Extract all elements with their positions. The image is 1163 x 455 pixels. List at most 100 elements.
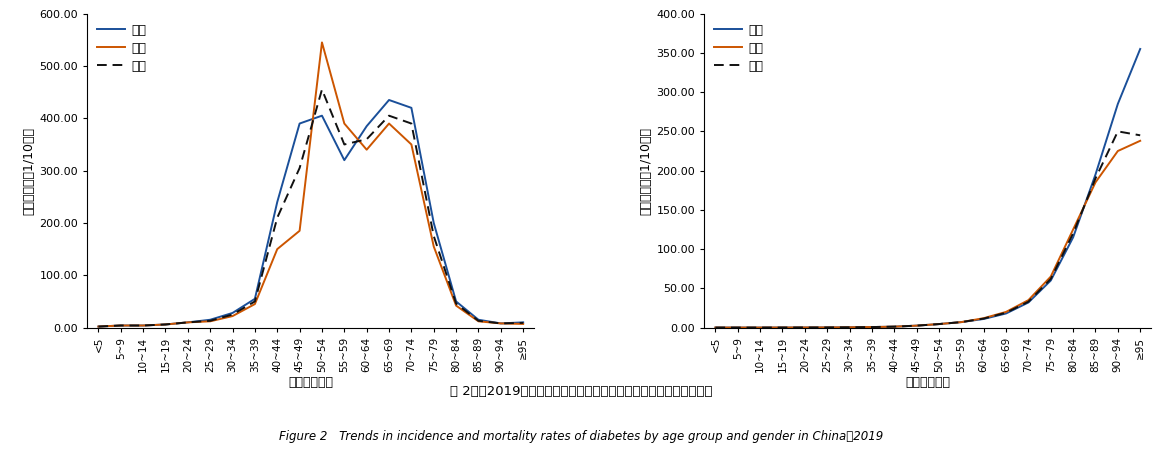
女性 <box>337 121 351 126</box>
总计 <box>977 316 991 321</box>
总计 <box>181 319 195 325</box>
女性 <box>798 325 812 330</box>
男性 <box>293 121 307 126</box>
男性 <box>842 324 856 330</box>
总计 <box>909 323 923 329</box>
女性 <box>708 325 722 330</box>
男性 <box>136 323 150 328</box>
Text: Figure 2 Trends in incidence and mortality rates of diabetes by age group and ge: Figure 2 Trends in incidence and mortali… <box>279 430 884 443</box>
男性 <box>92 324 106 329</box>
总计 <box>842 324 856 330</box>
女性 <box>204 318 217 324</box>
女性 <box>1021 298 1035 303</box>
男性 <box>114 323 128 328</box>
总计 <box>1043 276 1057 282</box>
男性 <box>932 321 946 327</box>
X-axis label: 年龄组（岁）: 年龄组（岁） <box>288 376 334 389</box>
男性 <box>909 323 923 329</box>
女性 <box>842 324 856 330</box>
总计 <box>932 321 946 327</box>
总计 <box>136 323 150 328</box>
男性 <box>1089 172 1103 177</box>
男性 <box>1043 278 1057 283</box>
Line: 男性: 男性 <box>715 49 1140 328</box>
Text: 图 2　　2019年中国糖尿病各年龄段分性别发病率及死亡率变化趋势: 图 2 2019年中国糖尿病各年龄段分性别发病率及死亡率变化趋势 <box>450 385 713 398</box>
总计 <box>1111 129 1125 134</box>
男性 <box>337 157 351 163</box>
女性 <box>114 323 128 328</box>
总计 <box>516 320 530 326</box>
X-axis label: 年龄组（岁）: 年龄组（岁） <box>905 376 950 389</box>
女性 <box>226 313 240 319</box>
总计 <box>92 324 106 329</box>
总计 <box>114 323 128 328</box>
女性 <box>181 319 195 325</box>
女性 <box>932 321 946 327</box>
女性 <box>158 322 172 327</box>
男性 <box>1066 235 1080 240</box>
总计 <box>1089 176 1103 181</box>
男性 <box>1021 300 1035 305</box>
总计 <box>293 165 307 171</box>
总计 <box>449 301 463 306</box>
女性 <box>1111 148 1125 154</box>
总计 <box>999 310 1013 315</box>
男性 <box>776 325 790 330</box>
Line: 男性: 男性 <box>99 100 523 327</box>
总计 <box>1066 231 1080 236</box>
男性 <box>449 298 463 304</box>
女性 <box>315 40 329 45</box>
女性 <box>136 323 150 328</box>
总计 <box>226 312 240 317</box>
总计 <box>204 318 217 324</box>
Line: 总计: 总计 <box>99 90 523 327</box>
女性 <box>92 324 106 329</box>
男性 <box>999 311 1013 316</box>
Legend: 男性, 女性, 总计: 男性, 女性, 总计 <box>93 20 150 76</box>
总计 <box>248 298 262 304</box>
女性 <box>293 228 307 233</box>
男性 <box>158 322 172 327</box>
男性 <box>359 123 373 129</box>
女性 <box>887 324 901 329</box>
男性 <box>405 105 419 111</box>
女性 <box>865 324 879 330</box>
女性 <box>405 142 419 147</box>
总计 <box>955 319 969 325</box>
男性 <box>708 325 722 330</box>
总计 <box>887 324 901 329</box>
男性 <box>270 199 284 205</box>
男性 <box>471 317 485 323</box>
总计 <box>270 215 284 221</box>
Y-axis label: 标化发病率（1/10万）: 标化发病率（1/10万） <box>22 126 35 215</box>
总计 <box>820 325 834 330</box>
女性 <box>270 247 284 252</box>
女性 <box>359 147 373 152</box>
总计 <box>158 322 172 327</box>
女性 <box>1066 227 1080 232</box>
女性 <box>730 325 744 330</box>
总计 <box>359 136 373 142</box>
Line: 女性: 女性 <box>715 141 1140 328</box>
女性 <box>820 325 834 330</box>
总计 <box>337 142 351 147</box>
男性 <box>977 316 991 322</box>
总计 <box>1021 299 1035 304</box>
男性 <box>754 325 768 330</box>
男性 <box>248 296 262 302</box>
男性 <box>1111 101 1125 106</box>
女性 <box>776 325 790 330</box>
男性 <box>226 310 240 316</box>
总计 <box>1133 132 1147 138</box>
女性 <box>516 321 530 327</box>
总计 <box>798 325 812 330</box>
男性 <box>427 220 441 226</box>
女性 <box>471 318 485 324</box>
男性 <box>181 319 195 325</box>
总计 <box>405 121 419 126</box>
总计 <box>708 325 722 330</box>
男性 <box>383 97 397 103</box>
男性 <box>204 317 217 323</box>
总计 <box>471 318 485 324</box>
女性 <box>1089 180 1103 185</box>
